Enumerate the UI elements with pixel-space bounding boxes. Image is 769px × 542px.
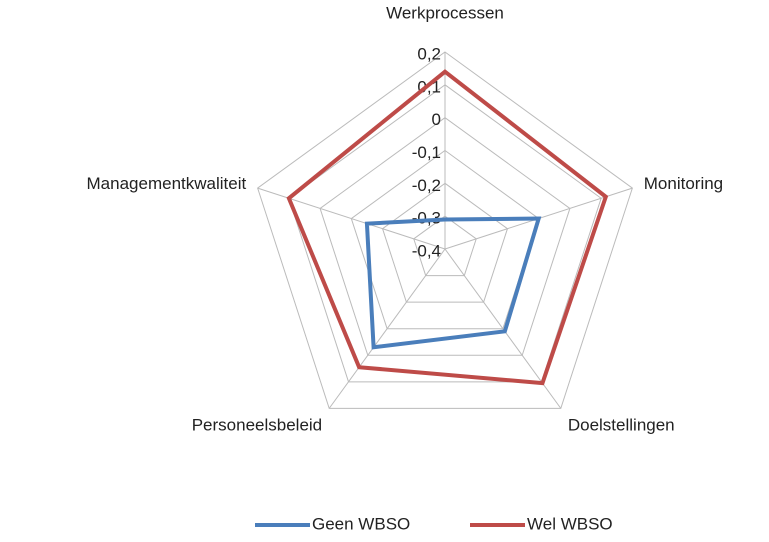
- axis-tick-label: -0,3: [412, 209, 441, 228]
- grid-ring: [350, 149, 540, 330]
- category-label: Monitoring: [644, 174, 723, 193]
- grid-ring: [319, 117, 571, 356]
- axis-tick-label: 0: [432, 110, 441, 129]
- series-line: [364, 216, 542, 350]
- category-label: Werkprocessen: [386, 3, 504, 22]
- series-line: [286, 69, 609, 386]
- legend-label: Geen WBSO: [312, 514, 410, 533]
- axis-tick-label: -0,2: [412, 176, 441, 195]
- category-label: Managementkwaliteit: [87, 174, 247, 193]
- legend-label: Wel WBSO: [527, 514, 613, 533]
- axis-tick-label: 0,2: [417, 44, 441, 63]
- axis-tick-label: -0,4: [412, 241, 441, 260]
- category-label: Doelstellingen: [568, 416, 675, 435]
- axis-tick-label: -0,1: [412, 143, 441, 162]
- category-label: Personeelsbeleid: [192, 416, 322, 435]
- grid-ring: [257, 51, 633, 409]
- grid-ring: [413, 215, 477, 277]
